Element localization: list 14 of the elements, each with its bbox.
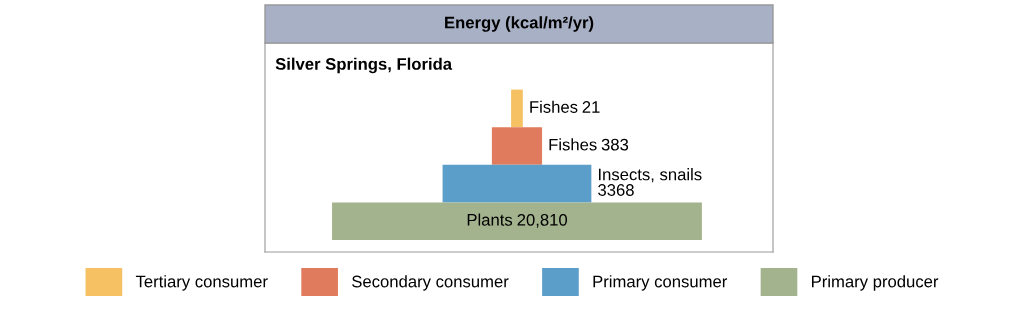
data-label: 20,810 (517, 213, 568, 228)
category-label: Insects, snails (598, 168, 702, 183)
category-label: Plants (467, 213, 513, 226)
text: Energy (kcal/m²/yr) (445, 16, 594, 32)
legend-label: Primary consumer (593, 275, 728, 291)
data-label: 383 (601, 138, 629, 151)
legend-label: Secondary consumer (352, 275, 509, 291)
text: Silver Springs, Florida (275, 57, 453, 74)
category-label: Fishes (549, 138, 597, 151)
data-label: 3368 (598, 184, 634, 196)
data-label: 21 (582, 101, 600, 113)
legend-label: Tertiary consumer (135, 275, 268, 291)
legend-label: Primary producer (812, 275, 939, 291)
category-label: Fishes (530, 100, 578, 113)
